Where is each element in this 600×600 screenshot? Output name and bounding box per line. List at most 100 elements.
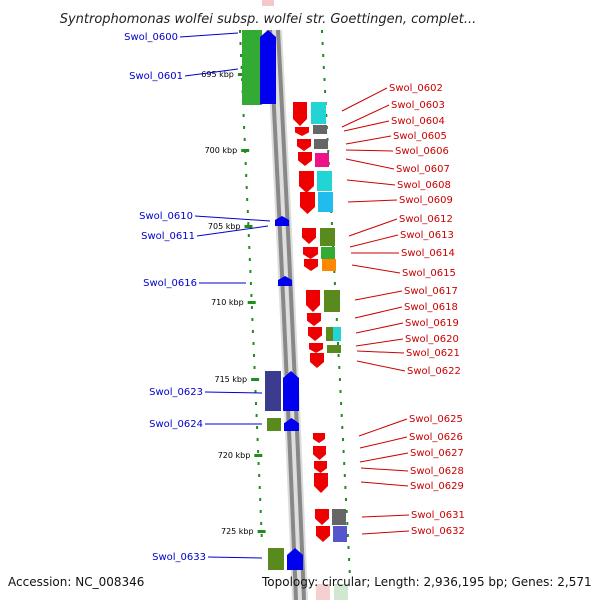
leader-line xyxy=(361,530,410,535)
gene-label[interactable]: Swol_0607 xyxy=(396,164,450,175)
gene-label[interactable]: Swol_0616 xyxy=(143,278,197,289)
gene-arrow-reverse xyxy=(309,343,323,353)
gene-arrow-forward xyxy=(275,216,289,226)
tick-mark xyxy=(254,454,263,457)
leader-line xyxy=(345,158,395,170)
gene-label[interactable]: Swol_0627 xyxy=(410,448,464,459)
gene-label[interactable]: Swol_0618 xyxy=(404,302,458,313)
gene-feature xyxy=(332,509,346,525)
tick-mark xyxy=(247,301,256,304)
leader-line xyxy=(179,32,239,38)
gene-feature xyxy=(267,418,281,431)
tick-mark xyxy=(257,530,266,533)
leader-line xyxy=(207,556,263,559)
gene-label[interactable]: Swol_0601 xyxy=(129,71,183,82)
gene-arrow-reverse xyxy=(313,433,325,443)
gene-feature xyxy=(268,548,284,570)
gene-feature xyxy=(326,327,334,341)
leader-line xyxy=(354,306,403,319)
gene-arrow-reverse xyxy=(300,192,315,214)
gene-arrow-reverse xyxy=(310,353,324,368)
leader-line xyxy=(194,215,271,222)
right-gene-labels: Swol_0602 Swol_0603 Swol_0604 Swol_0605 Swol… xyxy=(341,83,465,537)
gene-label[interactable]: Swol_0623 xyxy=(149,387,203,398)
gene-arrow-reverse xyxy=(313,446,326,460)
leader-line xyxy=(343,120,390,132)
leader-line xyxy=(355,338,404,347)
tick-mark xyxy=(251,378,260,381)
gene-arrow-reverse xyxy=(295,127,309,136)
gene-feature xyxy=(333,526,347,542)
leader-line xyxy=(341,87,388,112)
tick-label: 715 kbp xyxy=(214,375,247,384)
gene-label[interactable]: Swol_0632 xyxy=(411,526,465,537)
leader-line xyxy=(361,514,410,518)
gene-arrow-reverse xyxy=(299,171,314,193)
gene-label[interactable]: Swol_0622 xyxy=(407,366,461,377)
gene-label[interactable]: Swol_0613 xyxy=(400,230,454,241)
leader-line xyxy=(351,264,401,274)
leader-line xyxy=(348,218,398,237)
gene-label[interactable]: Swol_0619 xyxy=(405,318,459,329)
gene-label[interactable]: Swol_0612 xyxy=(399,214,453,225)
leader-line xyxy=(345,149,394,152)
gene-label[interactable]: Swol_0602 xyxy=(389,83,443,94)
gene-feature xyxy=(317,171,332,191)
gene-feature xyxy=(265,371,281,411)
leader-line xyxy=(341,104,390,128)
leader-line xyxy=(349,234,399,248)
gene-label[interactable]: Swol_0611 xyxy=(141,231,195,242)
gene-arrow-reverse xyxy=(303,247,318,259)
gene-label[interactable]: Swol_0606 xyxy=(395,146,449,157)
gene-arrow-forward xyxy=(287,548,303,570)
gene-arrow-reverse xyxy=(293,102,307,126)
tick-label: 720 kbp xyxy=(218,451,251,460)
gene-label[interactable]: Swol_0617 xyxy=(404,286,458,297)
leader-line xyxy=(204,391,263,394)
gene-feature xyxy=(327,345,341,353)
tick-mark xyxy=(241,149,250,152)
leader-line xyxy=(359,452,409,463)
gene-label[interactable]: Swol_0625 xyxy=(409,414,463,425)
gene-label[interactable]: Swol_0600 xyxy=(124,32,178,43)
gene-label[interactable]: Swol_0610 xyxy=(139,211,193,222)
gene-label[interactable]: Swol_0633 xyxy=(152,552,206,563)
gene-label[interactable]: Swol_0626 xyxy=(409,432,463,443)
left-gene-labels: Swol_0600 Swol_0601 Swol_0610 Swol_0611 Swol… xyxy=(124,32,271,563)
gene-label[interactable]: Swol_0621 xyxy=(406,348,460,359)
gene-feature xyxy=(316,584,330,600)
gene-label[interactable]: Swol_0629 xyxy=(410,481,464,492)
leader-line xyxy=(196,225,269,237)
gene-arrow-reverse xyxy=(314,473,328,493)
leader-line xyxy=(345,135,392,145)
tick-label: 710 kbp xyxy=(211,298,244,307)
topology-text: Topology: circular; Length: 2,936,195 bp… xyxy=(261,575,592,589)
tick-label: 700 kbp xyxy=(205,146,238,155)
tick-label: 705 kbp xyxy=(208,222,241,231)
gene-label[interactable]: Swol_0604 xyxy=(391,116,445,127)
leader-line xyxy=(359,436,408,449)
accession-text: Accession: NC_008346 xyxy=(8,575,144,589)
gene-feature xyxy=(324,290,340,312)
leader-line xyxy=(354,290,403,301)
gene-label[interactable]: Swol_0609 xyxy=(399,195,453,206)
gene-label[interactable]: Swol_0605 xyxy=(393,131,447,142)
gene-label[interactable]: Swol_0628 xyxy=(410,466,464,477)
gene-label[interactable]: Swol_0615 xyxy=(402,268,456,279)
gene-label[interactable]: Swol_0620 xyxy=(405,334,459,345)
leader-line xyxy=(358,418,408,437)
gene-feature xyxy=(320,228,335,246)
gene-label[interactable]: Swol_0603 xyxy=(391,100,445,111)
gene-label[interactable]: Swol_0608 xyxy=(397,180,451,191)
gene-arrow-reverse xyxy=(316,526,330,542)
gene-feature xyxy=(262,0,274,6)
gene-label[interactable]: Swol_0614 xyxy=(401,248,455,259)
tick-label: 695 kbp xyxy=(201,70,234,79)
gene-label[interactable]: Swol_0631 xyxy=(411,510,465,521)
leader-line xyxy=(184,68,239,77)
leader-line xyxy=(346,179,396,186)
gene-label[interactable]: Swol_0624 xyxy=(149,419,203,430)
gene-features xyxy=(242,0,348,600)
